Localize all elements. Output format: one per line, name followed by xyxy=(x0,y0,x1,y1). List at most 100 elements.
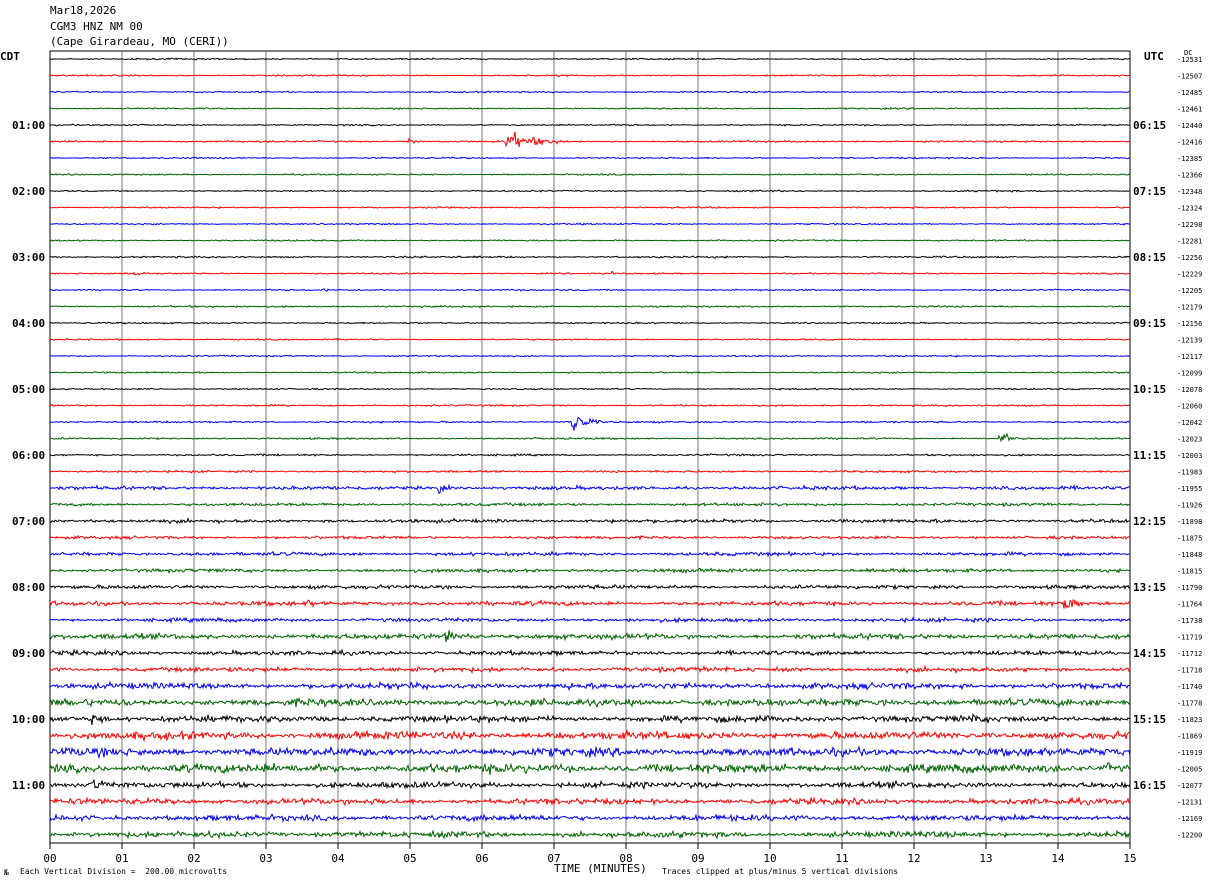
dc-offset-label: -12531 xyxy=(1177,56,1202,64)
corner-mark: № xyxy=(4,868,9,877)
left-time-label: 06:00 xyxy=(12,449,45,462)
x-tick-label: 15 xyxy=(1123,852,1136,865)
x-axis-ticks: 00 01 02 03 04 05 06 07 08 09 10 11 12 13 14 15 xyxy=(43,843,1137,865)
dc-title: DC xyxy=(1184,49,1193,57)
dc-offset-label: -12117 xyxy=(1177,353,1202,361)
left-time-label: 07:00 xyxy=(12,515,45,528)
left-time-label: 02:00 xyxy=(12,185,45,198)
dc-offset-label: -12507 xyxy=(1177,73,1202,81)
dc-offset-label: -11764 xyxy=(1177,601,1202,609)
dc-offset-label: -11712 xyxy=(1177,650,1202,658)
dc-offset-label: -12042 xyxy=(1177,419,1202,427)
header-date: Mar18,2026 xyxy=(50,4,117,17)
dc-offset-label: -11898 xyxy=(1177,518,1202,526)
x-tick-label: 09 xyxy=(691,852,704,865)
dc-offset-label: -11815 xyxy=(1177,568,1202,576)
dc-offset-label: -12416 xyxy=(1177,139,1202,147)
dc-offset-label: -11719 xyxy=(1177,634,1202,642)
dc-offset-label: -11823 xyxy=(1177,716,1202,724)
x-tick-label: 06 xyxy=(475,852,488,865)
trace-row-45 xyxy=(49,796,1131,807)
dc-offset-label: -12179 xyxy=(1177,304,1202,312)
trace-row-4 xyxy=(49,123,1131,127)
x-tick-label: 08 xyxy=(619,852,632,865)
trace-row-22 xyxy=(49,416,1131,431)
trace-row-21 xyxy=(49,403,1131,408)
x-tick-label: 11 xyxy=(835,852,848,865)
dc-offset-label: -12077 xyxy=(1177,782,1202,790)
right-axis-title: UTC xyxy=(1144,50,1164,63)
dc-offset-label: -12440 xyxy=(1177,122,1202,130)
dc-offset-label: -12366 xyxy=(1177,172,1202,180)
trace-row-8 xyxy=(49,189,1131,193)
trace-row-26 xyxy=(49,483,1131,495)
dc-offset-label: -12256 xyxy=(1177,254,1202,262)
trace-row-0 xyxy=(49,57,1131,61)
trace-row-10 xyxy=(49,222,1131,226)
left-axis-title: CDT xyxy=(0,50,20,63)
plot-frame xyxy=(49,50,1131,844)
trace-row-9 xyxy=(49,205,1131,210)
trace-row-20 xyxy=(49,387,1131,391)
dc-offset-label: -12023 xyxy=(1177,436,1202,444)
trace-row-42 xyxy=(49,744,1131,760)
dc-offset-label: -11926 xyxy=(1177,502,1202,510)
dc-offset-label: -12461 xyxy=(1177,106,1202,114)
trace-row-24 xyxy=(49,453,1131,458)
left-time-label: 09:00 xyxy=(12,647,45,660)
x-tick-label: 03 xyxy=(259,852,272,865)
dc-offset-label: -12169 xyxy=(1177,815,1202,823)
minute-gridlines xyxy=(121,51,1059,843)
dc-offset-label: -11778 xyxy=(1177,700,1202,708)
dc-offset-label: -12348 xyxy=(1177,188,1202,196)
dc-offset-label: -12281 xyxy=(1177,238,1202,246)
dc-offset-label: -11919 xyxy=(1177,749,1202,757)
x-tick-label: 04 xyxy=(331,852,345,865)
trace-row-11 xyxy=(49,238,1131,243)
right-time-label: 16:15 xyxy=(1133,779,1166,792)
dc-offset-label: -12099 xyxy=(1177,370,1202,378)
right-time-label: 14:15 xyxy=(1133,647,1166,660)
dc-offset-label: -12385 xyxy=(1177,155,1202,163)
dc-offset-label: -12060 xyxy=(1177,403,1202,411)
dc-offset-label: -12156 xyxy=(1177,320,1202,328)
trace-row-35 xyxy=(49,630,1131,643)
header-station: CGM3 HNZ NM 00 xyxy=(50,20,143,33)
trace-row-2 xyxy=(49,90,1131,94)
right-time-label: 13:15 xyxy=(1133,581,1166,594)
right-time-label: 06:15 xyxy=(1133,119,1166,132)
trace-row-25 xyxy=(49,469,1131,474)
trace-row-15 xyxy=(49,304,1131,309)
dc-offset-label: -12485 xyxy=(1177,89,1202,97)
right-time-label: 09:15 xyxy=(1133,317,1166,330)
trace-row-27 xyxy=(49,501,1131,508)
dc-offset-label: -11983 xyxy=(1177,469,1202,477)
dc-offset-label: -12131 xyxy=(1177,799,1202,807)
trace-row-3 xyxy=(49,106,1131,111)
x-tick-label: 10 xyxy=(763,852,776,865)
x-tick-label: 07 xyxy=(547,852,560,865)
dc-offset-label: -12003 xyxy=(1177,452,1202,460)
dc-offset-label: -12139 xyxy=(1177,337,1202,345)
seismic-traces xyxy=(49,57,1131,840)
trace-row-41 xyxy=(49,728,1131,743)
x-tick-label: 02 xyxy=(187,852,200,865)
x-tick-label: 00 xyxy=(43,852,56,865)
trace-row-13 xyxy=(49,270,1131,276)
trace-row-17 xyxy=(49,337,1131,342)
trace-row-19 xyxy=(49,370,1131,375)
left-time-label: 05:00 xyxy=(12,383,45,396)
trace-row-46 xyxy=(49,813,1131,823)
trace-row-28 xyxy=(49,516,1131,525)
trace-row-18 xyxy=(49,354,1131,358)
trace-row-23 xyxy=(49,432,1131,443)
dc-offset-label: -11718 xyxy=(1177,667,1202,675)
x-tick-label: 01 xyxy=(115,852,128,865)
trace-row-40 xyxy=(49,712,1131,726)
trace-row-38 xyxy=(49,680,1131,692)
dc-offset-label: -12298 xyxy=(1177,221,1202,229)
dc-offset-label: -11869 xyxy=(1177,733,1202,741)
trace-row-16 xyxy=(49,321,1131,325)
trace-row-5 xyxy=(49,131,1131,148)
